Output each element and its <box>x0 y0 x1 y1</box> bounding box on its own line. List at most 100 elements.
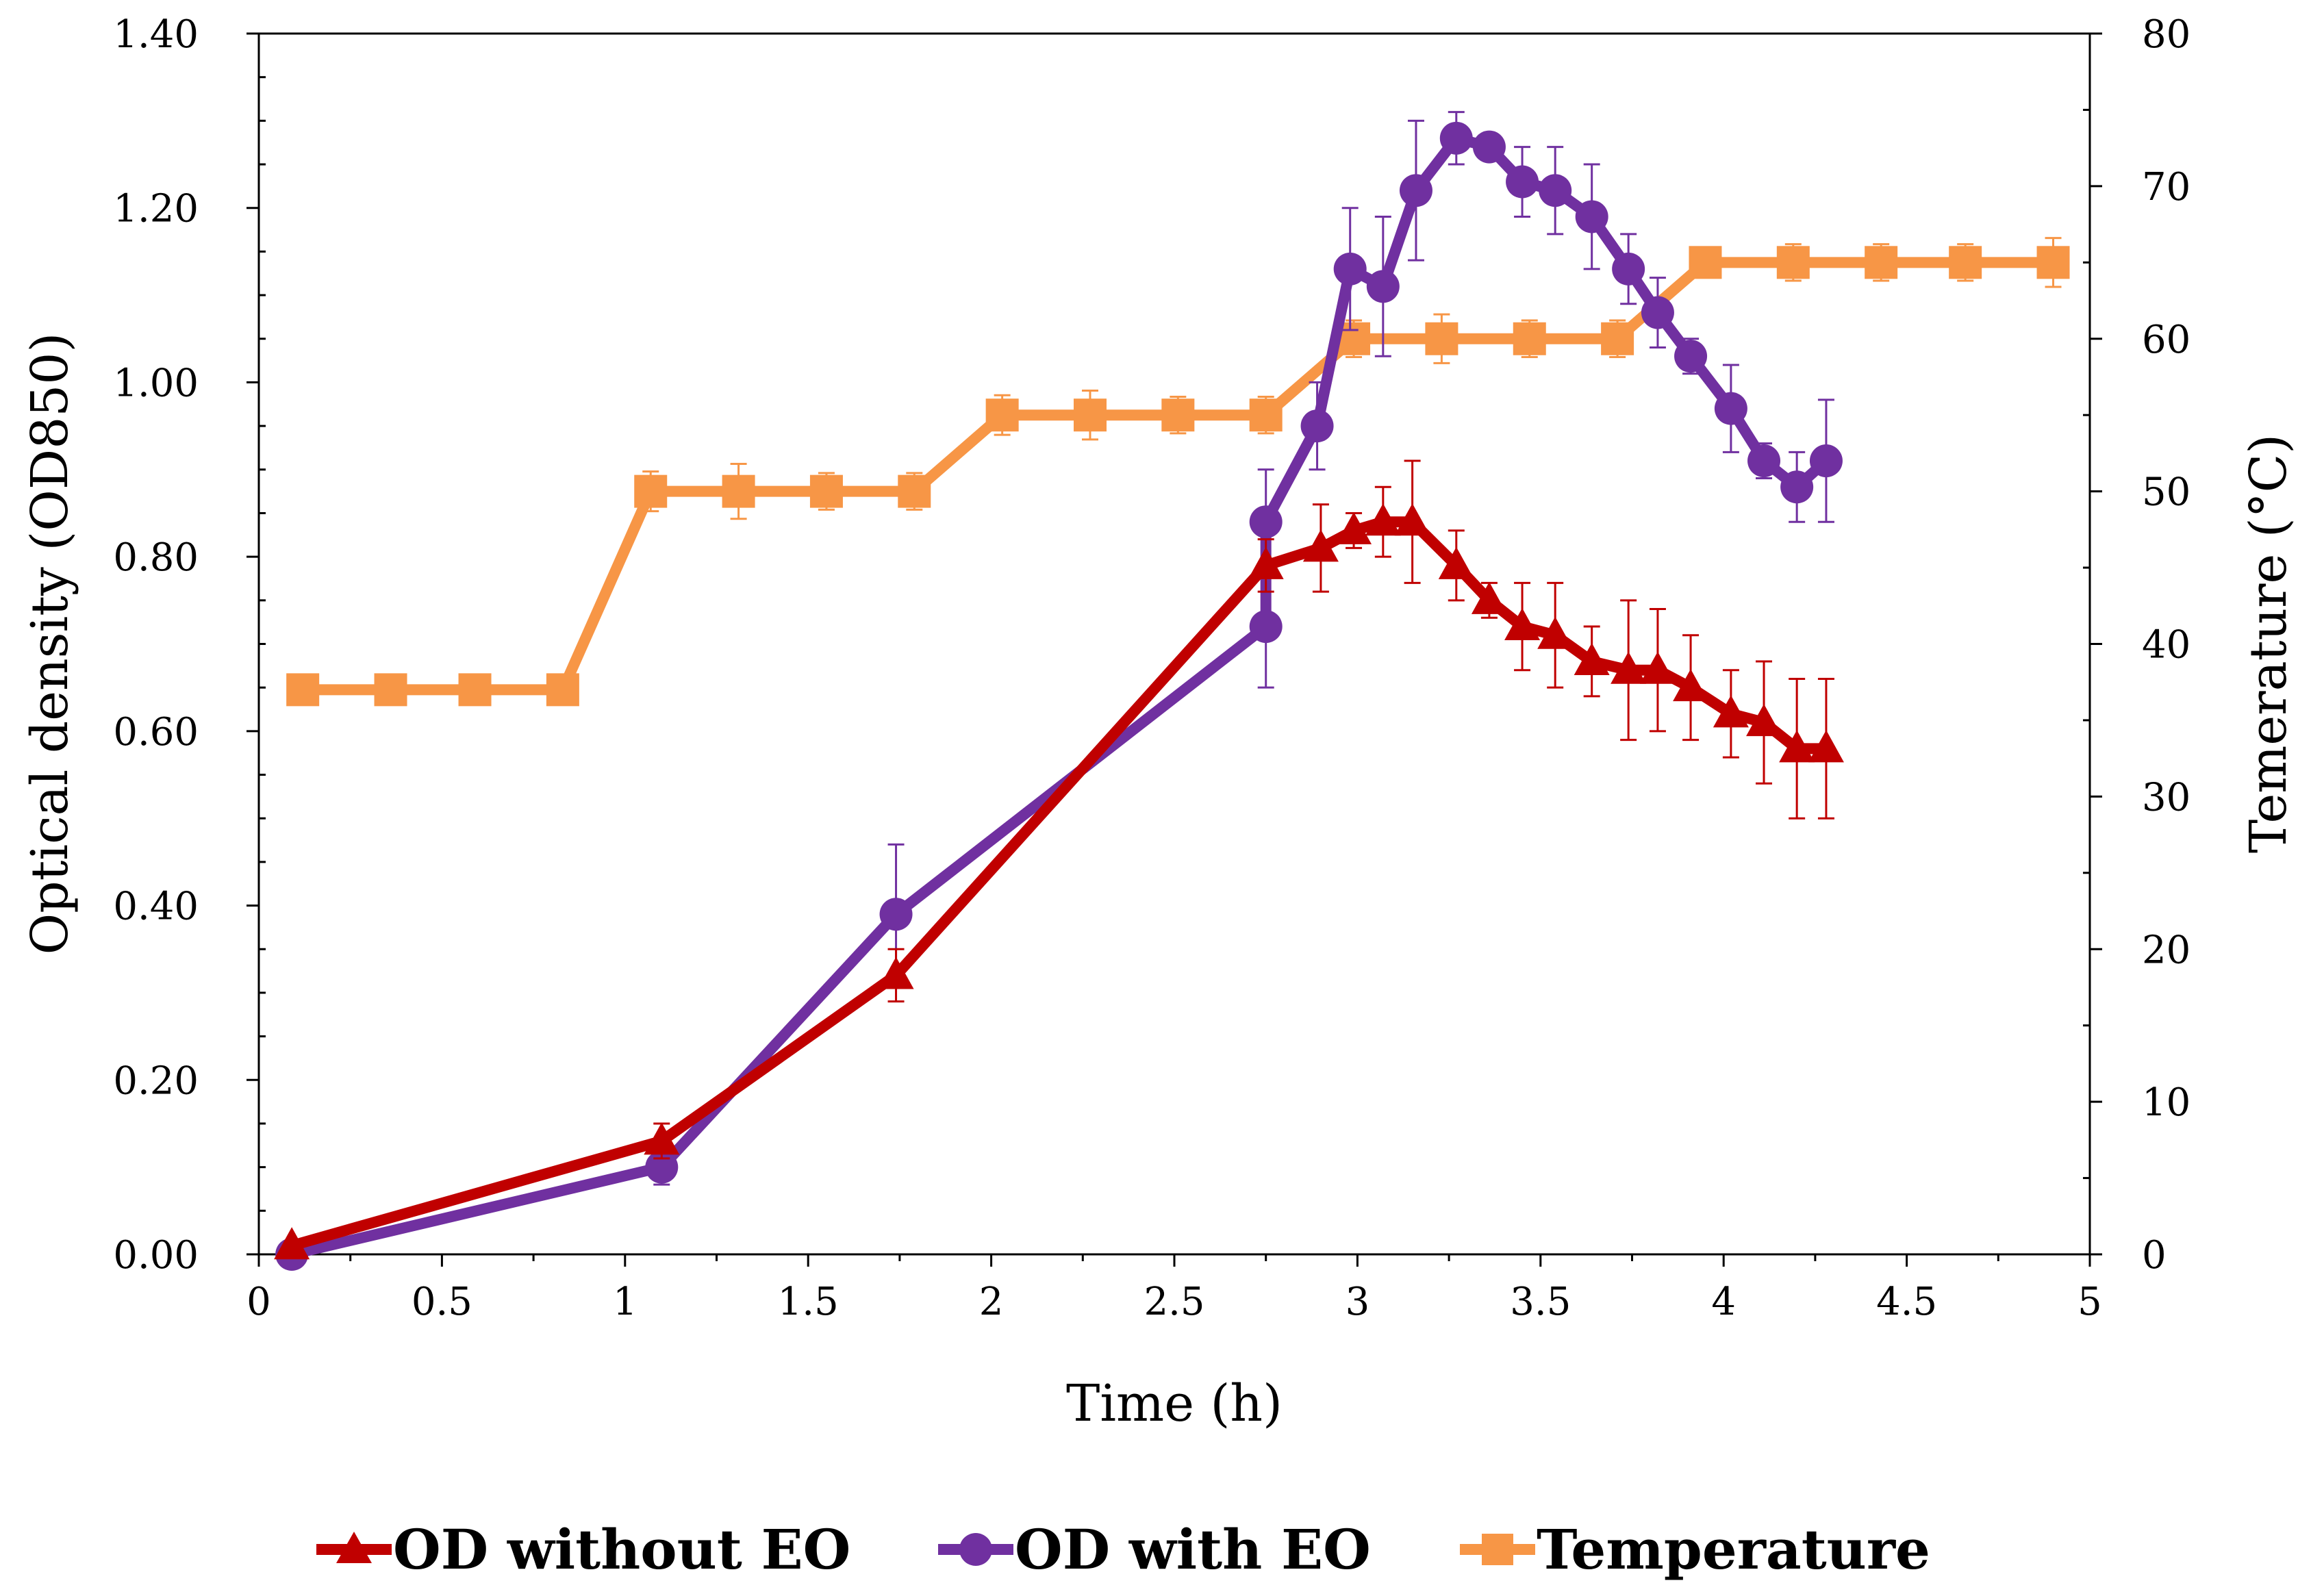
y-tick-label: 0.60 <box>113 710 199 755</box>
data-point <box>1539 174 1572 207</box>
x-tick-label: 3 <box>1346 1280 1370 1324</box>
data-point <box>1601 322 1634 355</box>
series-od-without-eo <box>274 459 1844 1260</box>
data-point <box>1574 642 1610 675</box>
legend-item-temperature: Temperature <box>1460 1517 1930 1582</box>
data-point <box>1639 651 1676 684</box>
data-point <box>1611 651 1647 684</box>
data-point <box>1673 669 1709 702</box>
y-tick-label: 0.40 <box>113 885 199 929</box>
data-point <box>1249 505 1283 539</box>
data-point <box>1537 616 1574 649</box>
legend-triangle-marker <box>336 1532 372 1563</box>
data-point <box>286 673 320 707</box>
data-point <box>1808 730 1844 763</box>
data-point <box>1300 409 1334 443</box>
data-point <box>1425 322 1458 355</box>
data-point <box>546 673 579 707</box>
y-tick-label: 0.80 <box>113 535 199 580</box>
x-tick-label: 0.5 <box>412 1280 472 1324</box>
data-point <box>1780 470 1814 504</box>
x-tick-label: 5 <box>2078 1280 2102 1324</box>
series <box>274 111 2070 1271</box>
y-tick-label: 1.00 <box>113 361 199 405</box>
data-point <box>1674 340 1708 373</box>
data-point <box>1575 200 1608 233</box>
data-point <box>1612 252 1645 286</box>
data-point <box>1713 695 1749 728</box>
data-point <box>809 474 843 508</box>
data-point <box>985 398 1019 432</box>
legend-label: OD with EO <box>1015 1517 1371 1582</box>
data-point <box>374 673 407 707</box>
data-point <box>458 673 492 707</box>
data-point <box>1689 246 1722 279</box>
data-point <box>1865 246 1898 279</box>
y2-tick-label: 40 <box>2142 623 2190 668</box>
data-point <box>1471 581 1507 614</box>
series-line <box>290 516 1826 1251</box>
y2-axis-title: Temerature (°C) <box>2239 434 2298 853</box>
data-point <box>1641 296 1674 329</box>
x-tick-label: 2 <box>979 1280 1004 1324</box>
data-point <box>879 898 913 931</box>
data-point <box>1776 246 1810 279</box>
data-point <box>1366 270 1400 303</box>
x-tick-label: 1 <box>613 1280 637 1324</box>
series-temperature <box>286 237 2070 707</box>
x-tick-label: 2.5 <box>1144 1280 1204 1324</box>
y2-tick-label: 50 <box>2142 470 2190 515</box>
x-tick-label: 4 <box>1711 1280 1736 1324</box>
data-point <box>2036 246 2070 279</box>
data-point <box>1365 503 1401 536</box>
y-tick-label: 0.20 <box>113 1059 199 1103</box>
legend-circle-marker <box>959 1533 992 1566</box>
y-tick-label: 1.40 <box>113 12 199 57</box>
data-point <box>1399 174 1432 207</box>
data-point <box>1073 398 1107 432</box>
data-point <box>1438 546 1474 579</box>
legend-item-od-with-eo: OD with EO <box>938 1517 1371 1582</box>
data-point <box>274 1227 310 1260</box>
data-point <box>1746 704 1782 737</box>
x-tick-label: 1.5 <box>778 1280 839 1324</box>
x-tick-label: 3.5 <box>1510 1280 1571 1324</box>
data-point <box>1472 130 1506 164</box>
data-point <box>1161 398 1195 432</box>
data-point <box>1249 610 1283 644</box>
data-point <box>898 474 931 508</box>
data-point <box>1949 246 1982 279</box>
axes <box>257 32 2091 1256</box>
legend-square-marker <box>1482 1534 1513 1565</box>
data-point <box>1506 165 1539 199</box>
y-tick-label: 0.00 <box>113 1233 199 1278</box>
plot-frame <box>257 32 2091 1256</box>
legend: OD without EO OD with EO Temperature <box>316 1517 1930 1582</box>
y2-tick-label: 10 <box>2142 1080 2190 1125</box>
legend-label: Temperature <box>1537 1517 1930 1582</box>
y2-tick-label: 70 <box>2142 165 2190 210</box>
y-axis-title: Optical density (OD850) <box>21 333 79 955</box>
y-tick-label: 1.20 <box>113 187 199 231</box>
y2-tick-label: 0 <box>2142 1233 2167 1278</box>
y2-tick-label: 60 <box>2142 318 2190 362</box>
x-tick-label: 4.5 <box>1876 1280 1937 1324</box>
data-point <box>1513 322 1546 355</box>
x-tick-label: 0 <box>247 1280 271 1324</box>
y2-tick-label: 30 <box>2142 775 2190 820</box>
x-axis-title: Time (h) <box>1066 1374 1283 1433</box>
data-point <box>1394 503 1430 536</box>
data-point <box>1809 444 1843 478</box>
data-point <box>1439 121 1473 155</box>
legend-item-od-without-eo: OD without EO <box>316 1517 850 1582</box>
data-point <box>634 474 668 508</box>
y2-tick-label: 20 <box>2142 928 2190 972</box>
legend-label: OD without EO <box>393 1517 850 1582</box>
data-point <box>1248 546 1284 579</box>
data-point <box>1249 398 1283 432</box>
data-point <box>1779 730 1815 763</box>
data-point <box>1302 529 1339 562</box>
data-point <box>1747 444 1781 478</box>
data-point <box>878 957 914 989</box>
